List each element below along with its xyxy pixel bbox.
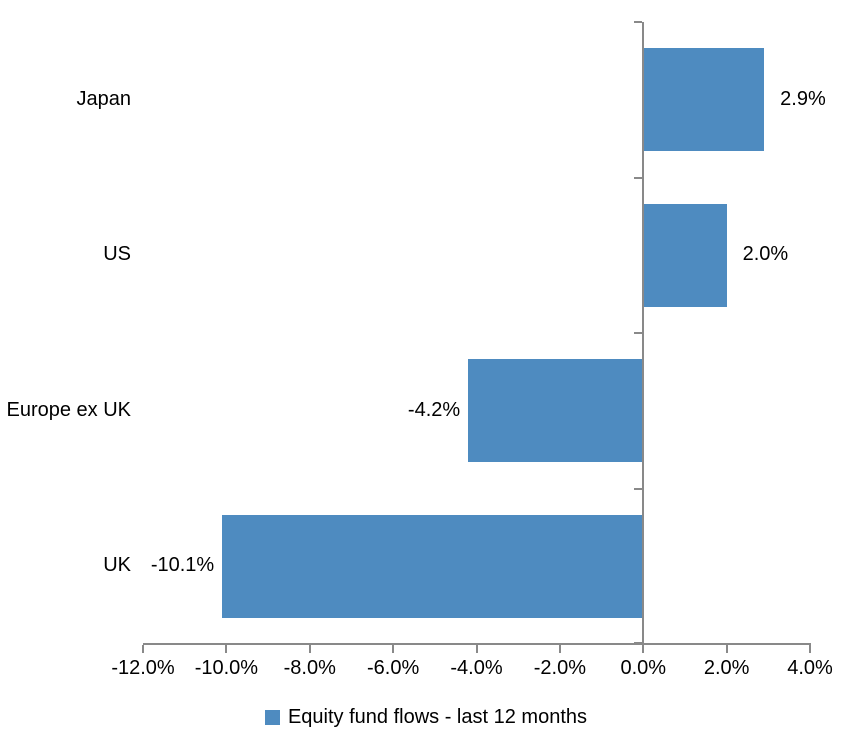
x-tick-label: -2.0%	[533, 657, 586, 679]
y-tick	[634, 21, 643, 23]
bar-us	[644, 203, 727, 307]
x-tick-label: -4.0%	[450, 657, 503, 679]
x-tick-label: -10.0%	[194, 657, 259, 679]
y-tick	[634, 487, 643, 490]
x-tick	[392, 645, 395, 653]
bar-value-label: 2.9%	[780, 87, 826, 110]
legend: Equity fund flows - last 12 months	[0, 706, 852, 729]
x-tick-label: -12.0%	[111, 657, 175, 679]
bar-value-label: -4.2%	[407, 398, 461, 421]
x-tick	[809, 645, 811, 653]
x-tick	[725, 645, 728, 653]
x-tick	[642, 645, 645, 653]
legend-label: Equity fund flows - last 12 months	[287, 706, 588, 728]
y-tick	[634, 642, 643, 644]
x-tick-label: 2.0%	[703, 657, 750, 679]
x-tick-label: 4.0%	[787, 657, 833, 679]
bar-europe-ex-uk	[468, 359, 643, 463]
legend-swatch-icon	[264, 710, 280, 725]
x-tick	[142, 645, 144, 653]
x-tick	[308, 645, 311, 653]
bar-value-label: 2.0%	[742, 243, 789, 266]
x-tick	[225, 645, 228, 653]
bar-japan	[644, 48, 765, 152]
x-tick-label: -6.0%	[367, 657, 420, 679]
category-label-japan: Japan	[76, 87, 132, 110]
y-tick	[634, 332, 643, 334]
category-label-europe-ex-uk: Europe ex UK	[6, 398, 131, 421]
bar-uk	[222, 514, 643, 618]
zero-line	[642, 22, 645, 645]
x-axis-line	[143, 643, 811, 645]
x-tick-label: 0.0%	[620, 657, 667, 679]
x-tick	[558, 645, 561, 653]
category-label-uk: UK	[103, 554, 131, 577]
x-tick	[475, 645, 478, 653]
x-tick-label: -8.0%	[283, 657, 336, 679]
category-label-us: US	[103, 243, 131, 266]
y-tick	[634, 176, 643, 179]
bar-value-label: -10.1%	[150, 554, 215, 577]
